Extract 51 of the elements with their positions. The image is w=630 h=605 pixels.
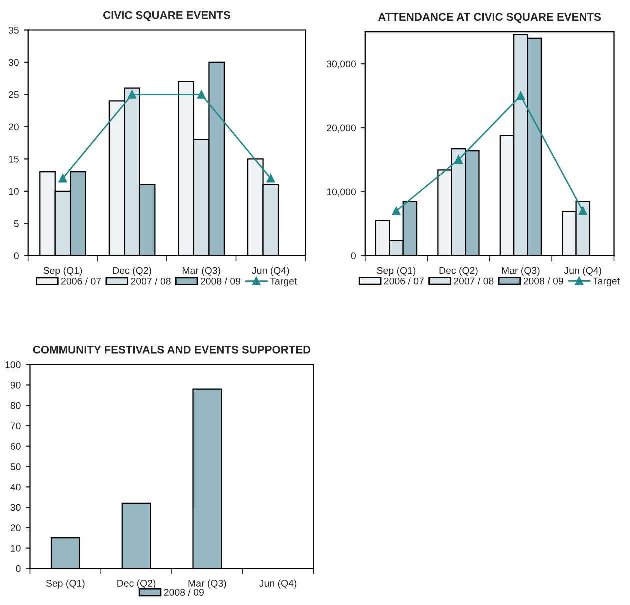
y-tick-label: 60 xyxy=(10,443,21,450)
x-tick-label: Jun (Q4) xyxy=(252,267,290,276)
legend-label: 2007 / 08 xyxy=(131,278,171,285)
x-tick-label: Sep (Q1) xyxy=(44,267,82,276)
point xyxy=(578,206,588,216)
y-tick-label: 0 xyxy=(351,252,356,260)
legend-label: 2006 / 07 xyxy=(384,278,424,285)
x-tick-label: Jun (Q4) xyxy=(260,580,297,589)
y-tick-label: 15 xyxy=(9,156,19,163)
legend-label: 2008 / 09 xyxy=(524,278,564,285)
x-tick-label: Mar (Q3) xyxy=(502,267,540,276)
y-tick-label: 80 xyxy=(10,402,21,410)
y-tick-label: 30 xyxy=(8,59,19,66)
y-tick-label: 0 xyxy=(16,565,21,572)
point xyxy=(516,92,526,100)
y-tick-label: 35 xyxy=(8,26,19,34)
x-tick-label: Dec (Q2) xyxy=(118,580,156,589)
x-tick-label: Sep (Q1) xyxy=(46,580,85,589)
legend-label: 2008 / 09 xyxy=(200,278,241,285)
y-tick-label: 20 xyxy=(10,524,21,532)
legend-label: 2007 / 08 xyxy=(454,278,494,285)
chart-title: CIVIC SQUARE EVENTS xyxy=(104,11,230,22)
y-tick-label: 90 xyxy=(10,382,21,389)
y-tick-label: 0 xyxy=(14,252,19,260)
y-tick-label: 30,000 xyxy=(327,60,356,69)
point xyxy=(454,156,463,164)
y-tick-label: 10 xyxy=(11,545,21,552)
y-tick-label: 70 xyxy=(10,422,21,430)
y-tick-label: 20,000 xyxy=(327,124,356,133)
x-tick-label: Mar (Q3) xyxy=(188,580,226,589)
y-tick-label: 10 xyxy=(9,188,19,196)
y-tick-label: 50 xyxy=(10,463,21,470)
x-tick-label: Mar (Q3) xyxy=(182,267,220,276)
y-tick-label: 20 xyxy=(9,124,19,131)
x-tick-label: Sep (Q1) xyxy=(377,267,416,276)
chart-title: COMMUNITY FESTIVALS AND EVENTS SUPPORTED xyxy=(33,346,311,354)
x-tick-label: Dec (Q2) xyxy=(440,267,478,276)
x-tick-label: Jun (Q4) xyxy=(564,267,602,276)
x-tick-label: Dec (Q2) xyxy=(113,267,152,276)
y-tick-label: 25 xyxy=(9,91,19,98)
chart-title: ATTENDANCE AT CIVIC SQUARE EVENTS xyxy=(378,13,602,24)
legend-label: Target xyxy=(593,278,620,287)
legend-label: 2008 / 09 xyxy=(164,588,204,596)
y-tick-label: 10,000 xyxy=(327,188,356,197)
point xyxy=(392,206,401,216)
y-tick-label: 40 xyxy=(10,484,21,491)
y-tick-label: 30 xyxy=(10,504,21,512)
y-tick-label: 100 xyxy=(6,362,21,368)
legend-label: 2006 / 07 xyxy=(62,278,102,285)
legend-label: Target xyxy=(270,278,298,287)
y-tick-label: 5 xyxy=(14,220,19,228)
